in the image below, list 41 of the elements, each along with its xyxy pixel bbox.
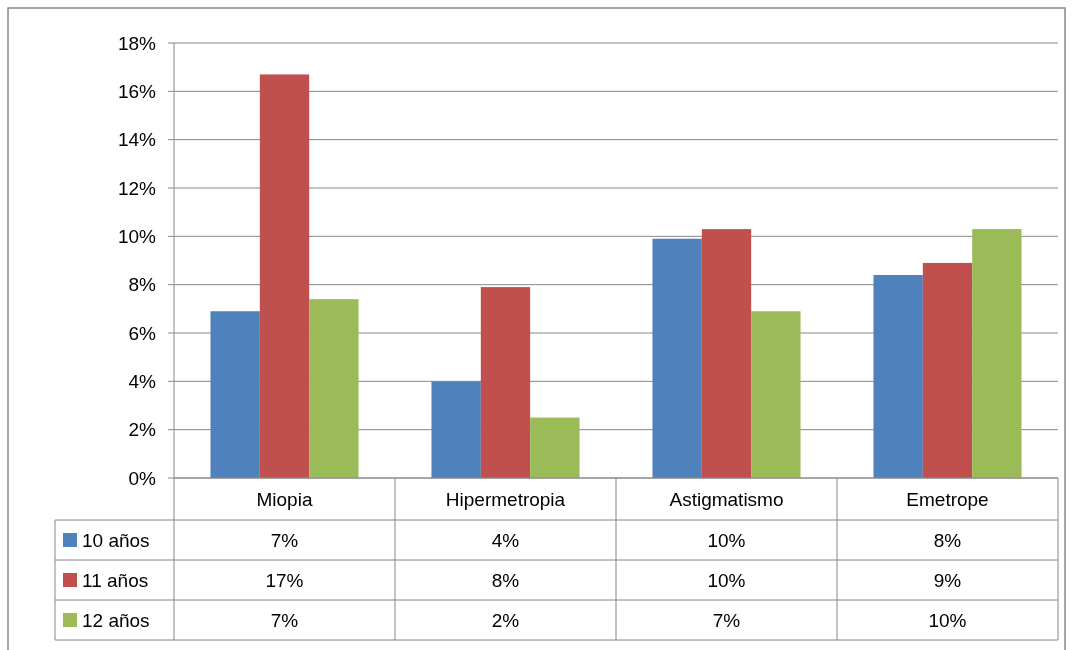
bar [309,299,359,478]
x-tick-label: Hipermetropia [445,488,566,510]
data-label: 9% [933,569,962,591]
y-tick-label: 14% [117,129,157,151]
data-label: 7% [270,529,299,551]
bar [701,229,752,478]
y-tick-label: 10% [117,225,157,247]
y-tick-label: 6% [128,322,157,344]
bar [751,311,801,478]
data-label: 10% [707,569,746,591]
data-label: 8% [491,569,520,591]
y-tick-label: 0% [128,467,157,489]
data-label: 10% [707,529,746,551]
y-tick-label: 8% [128,274,157,296]
bar [530,417,580,478]
data-label: 2% [491,609,520,631]
bar [431,381,481,478]
legend-label: 10 años [82,529,150,551]
data-label: 17% [265,569,304,591]
y-tick-label: 12% [117,177,157,199]
bar [210,311,260,478]
y-tick-label: 4% [128,370,157,392]
bar [652,238,702,478]
data-label: 8% [933,529,962,551]
bar [972,229,1022,478]
x-tick-label: Miopia [256,488,313,510]
bar [480,287,531,478]
legend-label: 12 años [82,609,150,631]
x-tick-label: Astigmatismo [669,488,784,510]
y-tick-label: 16% [117,80,157,102]
x-tick-label: Emetrope [906,488,989,510]
data-label: 4% [491,529,520,551]
data-label: 10% [928,609,967,631]
bar [259,74,310,478]
y-tick-label: 2% [128,419,157,441]
legend-label: 11 años [82,569,149,591]
bar [922,262,973,478]
data-label: 7% [270,609,299,631]
bar [873,275,923,478]
data-label: 7% [712,609,741,631]
y-tick-label: 18% [117,32,157,54]
